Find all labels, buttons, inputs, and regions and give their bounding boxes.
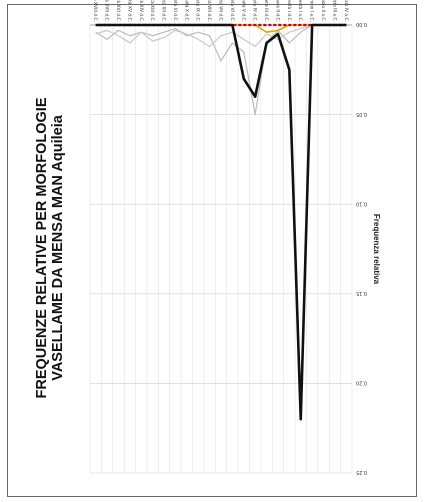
y-tick-label: 0.05 [356,111,367,117]
y-tick-label: 0.20 [356,380,367,386]
y-tick-label: 0.25 [356,469,367,475]
x-category-labels: inizio IV a.C. inizio III a.C. inizio II a… [92,0,349,22]
chart-subtitle: VASELLAME DA MENSA MAN Aquileia [50,114,66,381]
x-category-label: inizio II a.C. [320,0,326,22]
series-line [95,24,347,116]
chart-title: FREQUENZE RELATIVE PER MORFOLOGIE [34,97,50,398]
y-tick-labels: 0.00 0.05 0.10 0.15 0.20 0.25 [356,21,367,475]
x-category-label: inizio III a.C. [331,0,337,22]
x-category-label: I metà IV d.C. [252,0,259,22]
x-category-label: I metà I a.C. [297,0,304,22]
x-category-label: I metà III d.C. [263,0,270,22]
x-category-label: I metà XV d.C. [126,0,133,22]
series-line [95,24,347,48]
series-lines [95,23,347,421]
x-category-label: inizio I a.C. [309,0,315,22]
x-category-label: I metà XVII d.C. [104,0,111,22]
x-category-label: I metà II d.C. [274,0,281,22]
y-tick-label: 0.10 [356,200,367,206]
x-category-label: I metà I d.C. [286,0,293,22]
x-category-label: I metà VIII d.C. [206,0,213,22]
x-category-label: I metà X d.C. [183,0,190,22]
series-line [95,23,347,421]
x-category-label: I metà XIII d.C. [149,0,156,22]
y-axis-label: Frequenza relativa [372,214,381,285]
x-category-label: I metà XI d.C. [172,0,179,22]
x-category-label: I metà VI d.C. [229,0,236,22]
grid-lines [89,24,353,474]
x-category-label: I metà XII d.C. [161,0,168,22]
chart-frame [7,4,417,497]
x-category-label: I metà XIV d.C. [138,0,145,22]
x-category-label: I metà XVIII d.C. [92,0,99,22]
x-category-label: I metà IX d.C. [195,0,202,22]
y-tick-label: 0.15 [356,290,367,296]
y-tick-label: 0.00 [356,21,367,27]
x-category-label: inizio IV a.C. [343,0,349,22]
x-category-label: I metà V d.C. [240,0,247,22]
x-category-label: I metà VII d.C. [218,0,225,22]
x-category-label: I metà XVI d.C. [115,0,122,22]
